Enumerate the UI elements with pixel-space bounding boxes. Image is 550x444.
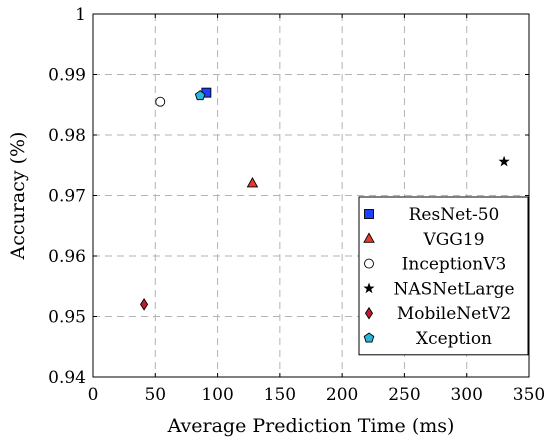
legend-marker-xception — [363, 332, 375, 343]
x-tick-label: 250 — [388, 385, 420, 405]
legend-marker-mobilenetv2 — [364, 306, 374, 320]
y-tick-label: 0.98 — [48, 126, 86, 146]
legend-label-vgg19: VGG19 — [422, 230, 484, 250]
legend-marker-resnet-50 — [364, 209, 374, 219]
legend-label-inceptionv3: InceptionV3 — [402, 255, 507, 275]
data-points — [140, 87, 510, 311]
y-tick-label: 0.96 — [48, 247, 86, 267]
legend: ResNet-50 VGG19 InceptionV3 NASNetLarge Mobi… — [358, 196, 529, 356]
point-inceptionv3 — [155, 96, 166, 107]
legend-marker-inceptionv3 — [364, 258, 374, 269]
y-axis-label: Accuracy (%) — [7, 132, 29, 261]
legend-marker-vgg19 — [363, 232, 375, 243]
y-tick-label: 0.95 — [48, 308, 86, 328]
x-tick-label: 50 — [144, 385, 166, 405]
legend-marker-nasnetlarge — [363, 282, 375, 294]
y-tick-label: 0.99 — [48, 66, 86, 86]
x-tick-label: 150 — [264, 385, 296, 405]
x-axis-label: Average Prediction Time (ms) — [167, 415, 455, 437]
y-tick-label: 0.94 — [48, 368, 86, 388]
x-tick-label: 0 — [88, 385, 99, 405]
y-tick-label: 0.97 — [48, 187, 86, 207]
point-xception — [194, 90, 206, 101]
y-tick-label: 1 — [75, 5, 86, 25]
legend-label-mobilenetv2: MobileNetV2 — [397, 304, 511, 324]
x-tick-label: 350 — [513, 385, 545, 405]
point-mobilenetv2 — [140, 298, 149, 311]
x-tick-label: 200 — [326, 385, 358, 405]
x-tick-label: 300 — [450, 385, 482, 405]
legend-label-nasnetlarge: NASNetLarge — [393, 279, 514, 299]
legend-label-resnet-50: ResNet-50 — [409, 205, 500, 225]
gridlines — [93, 14, 529, 377]
legend-label-xception: Xception — [416, 329, 492, 349]
axis-ticks: 0 50 100 150 200 250 300 350 0.94 0.95 0.96 0.97 0.9… — [48, 5, 545, 405]
point-nasnetlarge — [498, 155, 510, 167]
x-tick-label: 100 — [201, 385, 233, 405]
point-vgg19 — [246, 176, 259, 188]
legend-box — [358, 196, 529, 356]
